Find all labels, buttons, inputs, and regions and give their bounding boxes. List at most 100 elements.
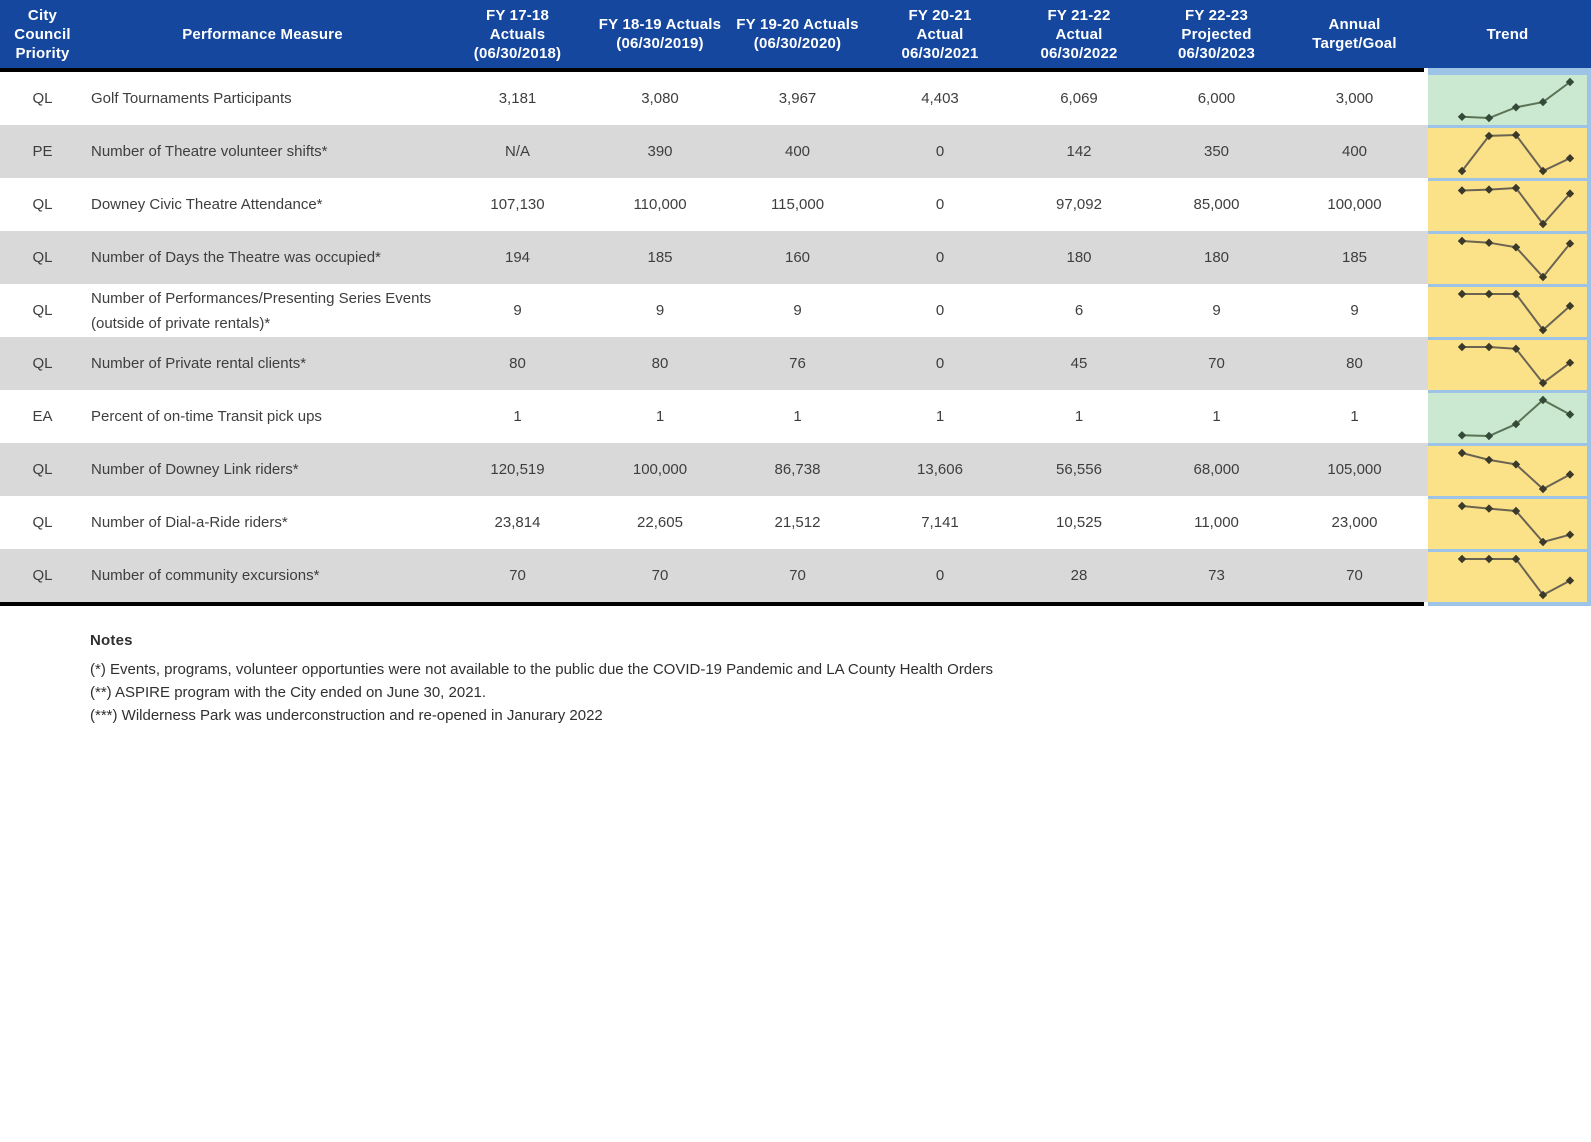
sparkline-marker [1511, 243, 1521, 252]
trend-gap [1424, 125, 1428, 178]
right-strip [1587, 390, 1591, 443]
value-cell: 6,069 [1010, 72, 1148, 125]
value-cell: 9 [595, 284, 725, 337]
measure-cell: Golf Tournaments Participants [85, 72, 440, 125]
value-cell: 70 [440, 549, 595, 602]
right-strip [1587, 496, 1591, 549]
sparkline-marker [1511, 183, 1521, 193]
note-line-3: (***) Wilderness Park was underconstruct… [90, 707, 603, 724]
value-cell: 0 [870, 284, 1010, 337]
header-fiscal-2: FY 19-20 Actuals (06/30/2020) [725, 0, 870, 68]
value-cell: 9 [725, 284, 870, 337]
value-cell: 70 [725, 549, 870, 602]
header-fiscal-1: FY 18-19 Actuals (06/30/2019) [595, 0, 725, 68]
priority-cell: QL [0, 337, 85, 390]
value-cell: 180 [1148, 231, 1285, 284]
value-cell: 7,141 [870, 496, 1010, 549]
right-strip [1587, 284, 1591, 337]
sparkline-marker [1538, 272, 1548, 282]
trend-cell [1428, 337, 1587, 390]
value-cell: 73 [1148, 549, 1285, 602]
value-cell: 105,000 [1285, 443, 1424, 496]
sparkline-marker [1484, 431, 1494, 441]
sparkline-marker [1457, 236, 1467, 246]
sparkline-marker [1538, 378, 1548, 388]
trend-cell [1428, 178, 1587, 231]
value-cell: 13,606 [870, 443, 1010, 496]
sparkline-marker [1484, 455, 1494, 465]
trend-cell [1428, 390, 1587, 443]
sparkline-marker [1538, 97, 1548, 107]
priority-cell: QL [0, 496, 85, 549]
trend-sparkline [1457, 183, 1575, 229]
value-cell: 142 [1010, 125, 1148, 178]
sparkline-marker [1511, 419, 1521, 429]
measure-cell: Number of Days the Theatre was occupied* [85, 231, 440, 284]
sparkline-marker [1511, 103, 1521, 112]
value-cell: 1 [440, 390, 595, 443]
trend-gap [1424, 231, 1428, 284]
right-strip [1587, 231, 1591, 284]
sparkline-marker [1511, 289, 1521, 299]
sparkline-marker [1538, 484, 1548, 494]
measure-cell: Number of Downey Link riders* [85, 443, 440, 496]
measure-cell: Number of Theatre volunteer shifts* [85, 125, 440, 178]
sparkline-marker [1484, 342, 1494, 352]
value-cell: 1 [595, 390, 725, 443]
value-cell: 76 [725, 337, 870, 390]
sparkline-marker [1538, 219, 1548, 229]
trend-gap [1424, 496, 1428, 549]
notes-title: Notes [90, 632, 133, 649]
trend-gap [1424, 443, 1428, 496]
sparkline-marker [1457, 112, 1467, 121]
value-cell: 45 [1010, 337, 1148, 390]
value-cell: 70 [595, 549, 725, 602]
value-cell: 9 [1148, 284, 1285, 337]
priority-cell: QL [0, 72, 85, 125]
value-cell: 0 [870, 231, 1010, 284]
trend-sparkline [1457, 501, 1575, 547]
value-cell: 350 [1148, 125, 1285, 178]
bottom-border-gap [1424, 602, 1428, 606]
value-cell: 1 [1148, 390, 1285, 443]
value-cell: 9 [1285, 284, 1424, 337]
value-cell: 160 [725, 231, 870, 284]
sparkline-marker [1511, 554, 1521, 564]
value-cell: 6 [1010, 284, 1148, 337]
sparkline-marker [1511, 344, 1521, 353]
measure-cell: Number of Private rental clients* [85, 337, 440, 390]
header-underline-gap [1424, 68, 1428, 72]
header-priority: City Council Priority [0, 0, 85, 68]
priority-cell: QL [0, 443, 85, 496]
header-trend: Trend [1424, 0, 1591, 68]
sparkline-marker [1565, 470, 1575, 479]
measure-cell: Number of community excursions* [85, 549, 440, 602]
trend-sparkline [1457, 77, 1575, 123]
sparkline-marker [1538, 325, 1548, 335]
trend-sparkline [1457, 289, 1575, 335]
value-cell: 0 [870, 549, 1010, 602]
value-cell: 70 [1148, 337, 1285, 390]
value-cell: 10,525 [1010, 496, 1148, 549]
value-cell: 86,738 [725, 443, 870, 496]
priority-cell: QL [0, 284, 85, 337]
sparkline-marker [1457, 186, 1467, 195]
trend-gap [1424, 178, 1428, 231]
value-cell: 23,814 [440, 496, 595, 549]
priority-cell: QL [0, 231, 85, 284]
value-cell: 68,000 [1148, 443, 1285, 496]
priority-cell: QL [0, 178, 85, 231]
header-fiscal-4: FY 21-22 Actual 06/30/2022 [1010, 0, 1148, 68]
trend-sparkline [1457, 554, 1575, 600]
value-cell: 185 [1285, 231, 1424, 284]
sparkline-marker [1484, 238, 1494, 247]
value-cell: 11,000 [1148, 496, 1285, 549]
sparkline-marker [1538, 395, 1548, 405]
performance-table: City Council Priority Performance Measure… [0, 0, 1591, 606]
sparkline-marker [1457, 448, 1467, 458]
value-cell: 21,512 [725, 496, 870, 549]
trend-cell [1428, 284, 1587, 337]
sparkline-marker [1538, 166, 1548, 176]
value-cell: 85,000 [1148, 178, 1285, 231]
